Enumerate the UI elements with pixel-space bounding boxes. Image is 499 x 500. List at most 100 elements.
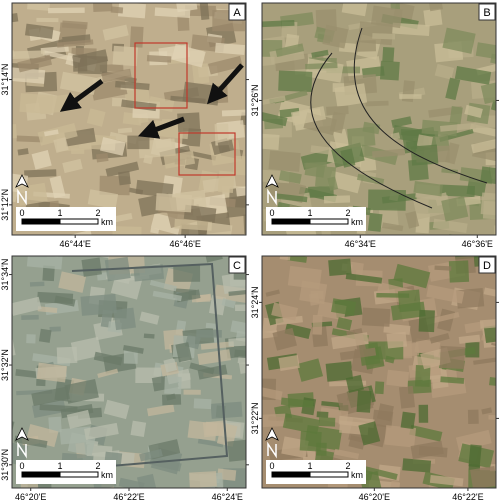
field [280,397,314,409]
field [405,210,420,229]
field [475,42,496,61]
field [441,168,459,175]
field [331,332,369,350]
field [434,265,452,271]
field [62,20,88,30]
field [122,344,144,354]
field [415,364,431,387]
field [189,471,217,488]
field [183,389,201,395]
field [418,404,429,423]
field [214,42,246,55]
field [439,345,466,370]
field [470,466,496,488]
field [173,265,201,282]
field [383,323,411,335]
field [374,381,385,395]
field [398,385,416,409]
panel-label-box [228,256,246,274]
scale-label: 2 [345,461,350,471]
panel-border [11,2,247,236]
field [103,399,130,420]
field [296,358,324,382]
field [174,218,213,231]
field [117,3,146,19]
field [416,134,433,149]
field [299,430,322,452]
scale-seg [271,471,311,478]
scale-seg [309,471,349,478]
field [166,393,176,401]
scale-seg [21,218,61,225]
field [163,357,178,373]
field [390,301,426,321]
field [42,50,81,63]
field [210,401,243,419]
field [390,3,400,10]
field [26,256,63,270]
field [81,257,102,277]
field [410,440,444,460]
field [24,169,57,178]
field [262,95,286,107]
field [367,212,383,232]
field [27,3,50,11]
lon-label: 46°24'E [212,492,243,500]
field [279,256,292,261]
field [16,135,43,143]
field [471,137,496,154]
field [62,158,83,174]
map-panel: A 31°14'N 31°12'N 46°44'E 46°46'E 0 1 2km [0,2,249,249]
field [196,329,222,338]
field [48,7,85,14]
field [468,444,482,468]
field [31,386,70,406]
field [464,104,483,118]
field [427,3,443,12]
field [334,448,360,460]
field [26,334,36,344]
field [139,448,163,462]
field [262,413,286,428]
field [356,390,372,413]
field [384,425,417,448]
field [221,109,246,117]
lat-label: 31°24'N [250,286,260,318]
field [102,24,129,41]
canal [51,262,229,472]
field [95,152,109,163]
field [361,307,391,327]
field [56,39,94,48]
field [316,442,327,456]
field [49,326,61,332]
field [155,193,193,213]
field [228,289,246,297]
field [440,376,465,384]
field [429,474,464,487]
lat-label: 31°34'N [0,259,10,291]
field [268,150,301,172]
highlight-box [178,132,236,176]
field [282,413,320,435]
field [123,350,138,364]
field [329,111,346,134]
scale-label: 1 [57,461,62,471]
field [347,126,376,148]
field [56,346,78,364]
field [221,271,246,295]
field [221,298,236,309]
field [410,144,439,166]
field [154,7,191,19]
field [265,289,280,297]
field [21,314,39,320]
scale-seg [21,471,61,478]
field [339,347,377,361]
scale-seg [309,218,349,225]
field [12,13,19,23]
field [214,123,230,146]
field [454,66,492,85]
field [42,265,55,282]
panel-label-box [228,3,246,21]
field [372,33,396,40]
field [316,411,329,418]
